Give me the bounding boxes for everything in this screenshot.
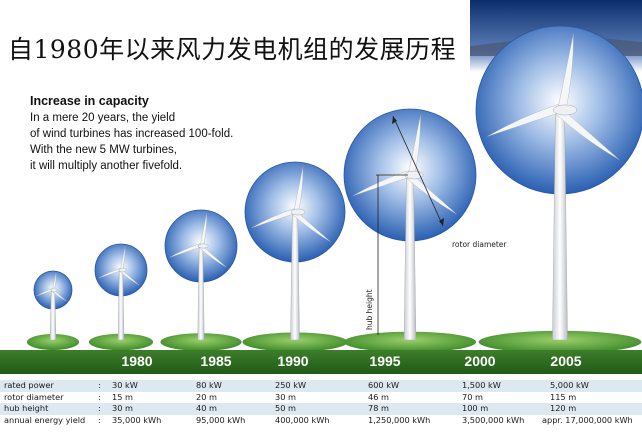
spec-label: hub height xyxy=(4,403,49,413)
intro-line-3: With the new 5 MW turbines, xyxy=(30,144,177,156)
blade xyxy=(169,243,202,258)
spec-value: 20 m xyxy=(196,391,217,402)
spec-value: 5,000 kW xyxy=(550,380,589,390)
hub-height-bracket: hub height xyxy=(365,174,408,335)
spec-row-annual-energy-yield: annual energy yield : 35,000 kWh 95,000 … xyxy=(4,414,633,425)
hub-height-label: hub height xyxy=(365,289,374,330)
spec-value: 30 kW xyxy=(112,380,138,390)
spec-value: 40 m xyxy=(196,403,217,413)
spec-value: 30 m xyxy=(275,391,296,402)
spec-label: rated power xyxy=(4,380,54,390)
year-label: 1995 xyxy=(369,353,401,369)
blade xyxy=(119,269,140,286)
nacelle xyxy=(290,208,306,216)
intro-line-1: In a mere 20 years, the yield xyxy=(30,112,176,124)
spec-row-hub-height: hub height : 30 m 40 m 50 m 78 m 100 m 1… xyxy=(0,403,642,415)
turbine-2000 xyxy=(343,108,477,353)
spec-value: 120 m xyxy=(550,403,577,413)
spec-value: 100 m xyxy=(462,403,489,413)
tower xyxy=(49,289,57,341)
blade xyxy=(352,170,411,196)
spec-value: 35,000 kWh xyxy=(112,414,162,425)
spec-value: 115 m xyxy=(550,391,577,402)
spec-value: 1,250,000 kWh xyxy=(368,414,431,425)
spec-value: 30 m xyxy=(112,403,133,413)
tower xyxy=(117,269,125,341)
nacelle xyxy=(118,267,127,273)
nacelle xyxy=(50,287,58,293)
intro-heading: Increase in capacity xyxy=(30,94,149,108)
year-label: 1985 xyxy=(200,353,232,369)
blade xyxy=(199,213,207,247)
spec-value: 78 m xyxy=(368,403,389,413)
blade xyxy=(555,107,620,160)
blade xyxy=(407,115,421,177)
year-bar: 1980 1985 1990 1995 2000 2005 xyxy=(0,350,642,374)
spec-value: 15 m xyxy=(112,391,133,402)
spec-value: 250 kW xyxy=(275,380,307,390)
spec-value: 70 m xyxy=(462,391,483,402)
spec-value: 80 kW xyxy=(196,380,222,390)
blade xyxy=(557,33,574,112)
tower xyxy=(197,245,205,341)
ground-mound xyxy=(478,330,642,354)
rotor-diameter-arrow: rotor diameter xyxy=(392,115,507,249)
spec-value: 600 kW xyxy=(368,380,400,390)
blade xyxy=(51,289,67,302)
blade xyxy=(36,288,54,297)
turbine-1990 xyxy=(160,209,242,351)
spec-label: annual energy yield xyxy=(4,414,86,425)
spec-label: rotor diameter xyxy=(4,391,64,402)
spec-row-rotor-diameter: rotor diameter : 15 m 20 m 30 m 46 m 70 … xyxy=(4,391,577,402)
spec-value: 400,000 kWh xyxy=(275,414,330,425)
ground-mound xyxy=(242,332,348,352)
spec-value: appr. 17,000,000 kWh xyxy=(542,414,633,425)
blade xyxy=(406,173,457,215)
intro-line-4: it will multiply another fivefold. xyxy=(30,160,183,172)
blade xyxy=(487,104,562,137)
year-label: 2005 xyxy=(550,353,582,369)
year-label: 2000 xyxy=(464,353,496,369)
spec-row-rated-power: rated power : 30 kW 80 kW 250 kW 600 kW … xyxy=(0,380,642,392)
turbine-2005 xyxy=(475,25,642,354)
blade xyxy=(251,208,296,228)
ground-mound xyxy=(160,333,242,351)
turbine-1985 xyxy=(88,243,154,351)
blade xyxy=(292,210,331,242)
blade xyxy=(120,246,126,271)
spec-value: 1,500 kW xyxy=(462,380,501,390)
intro-text: Increase in capacity In a mere 20 years,… xyxy=(30,94,300,174)
blade xyxy=(199,244,227,268)
spec-value: 95,000 kWh xyxy=(196,414,246,425)
turbine-1980 xyxy=(26,270,80,350)
rotor-diameter-label: rotor diameter xyxy=(452,240,507,249)
nacelle xyxy=(553,104,577,116)
ground-mound xyxy=(343,331,477,353)
tower xyxy=(290,211,300,341)
ground-mound xyxy=(26,334,80,350)
year-label: 1980 xyxy=(121,353,153,369)
intro-line-2: of wind turbines has increased 100-fold. xyxy=(30,128,234,140)
ground-mound xyxy=(88,333,154,351)
spec-value: 3,500,000 kWh xyxy=(462,414,525,425)
year-label: 1990 xyxy=(277,353,309,369)
blade xyxy=(293,166,304,213)
nacelle xyxy=(197,243,209,249)
turbine-1995 xyxy=(242,161,348,352)
page-title: 自1980年以来风力发电机组的发展历程 xyxy=(8,35,457,64)
blade xyxy=(98,268,122,279)
spec-value: 50 m xyxy=(275,403,296,413)
spec-table: rated power : 30 kW 80 kW 250 kW 600 kW … xyxy=(0,380,642,426)
spec-value: 46 m xyxy=(368,391,389,402)
